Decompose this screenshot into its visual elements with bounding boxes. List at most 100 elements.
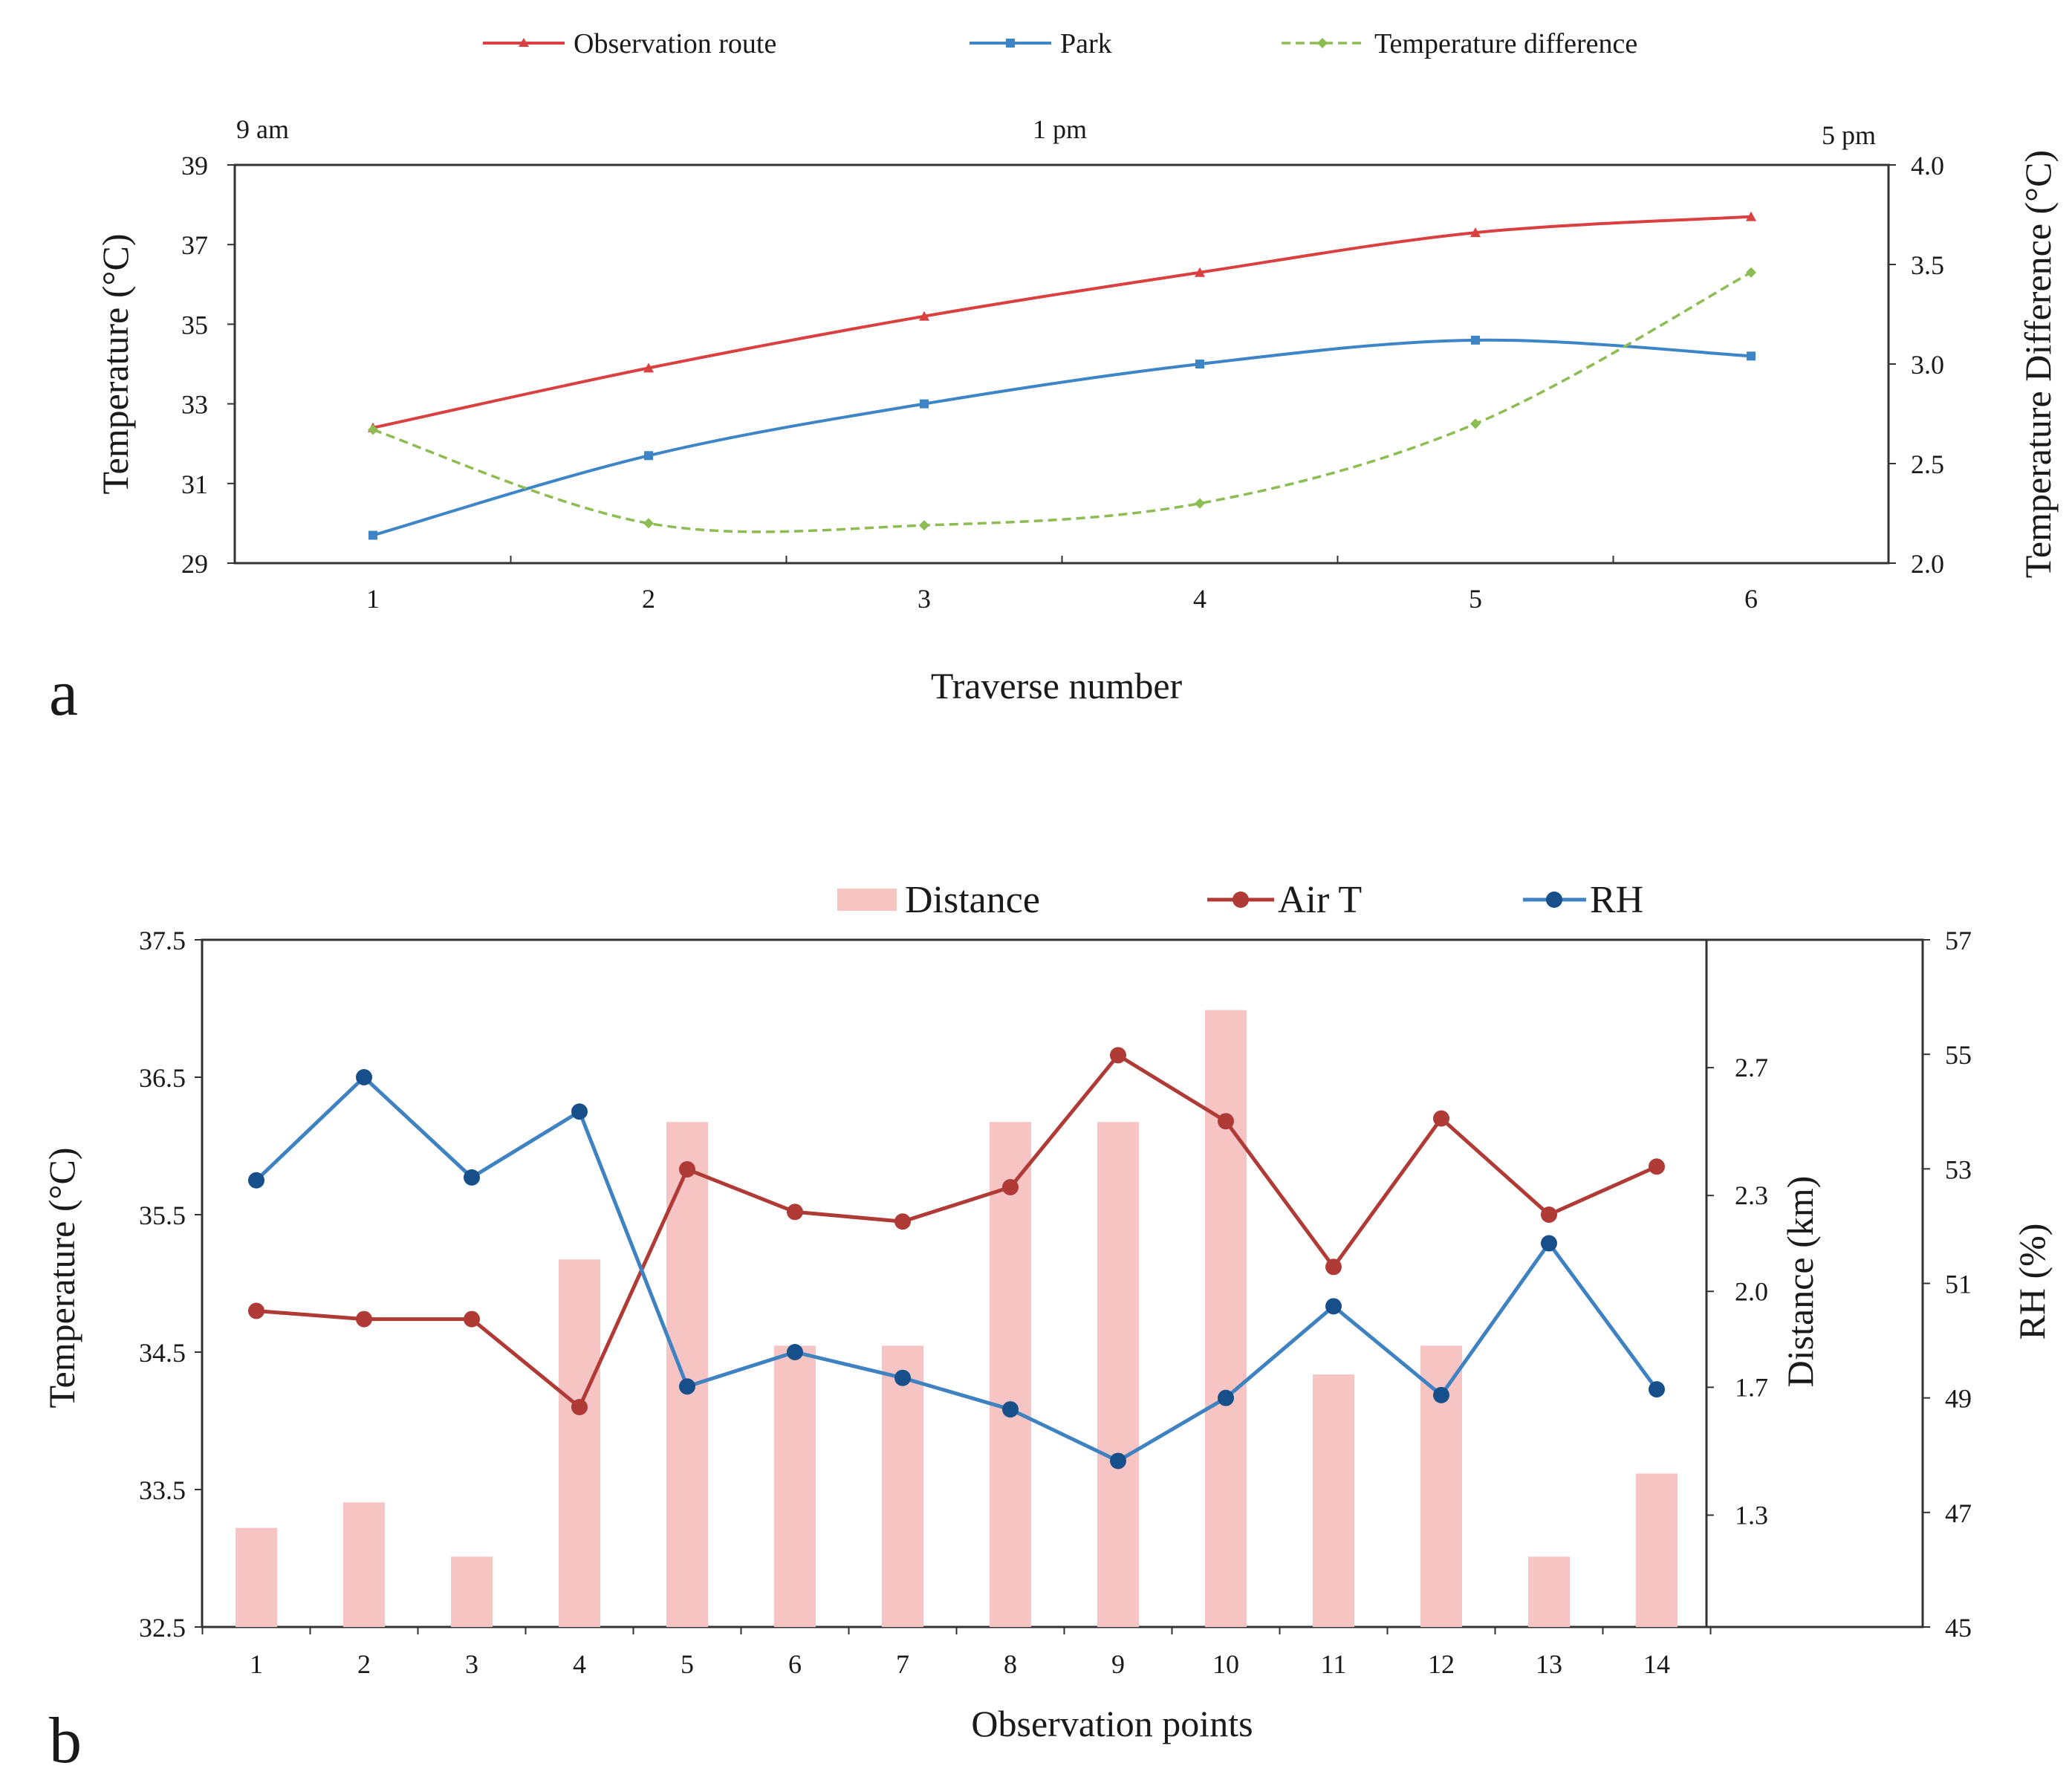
legend-item-rh: RH: [1523, 879, 1643, 921]
data-point-rh: [894, 1369, 911, 1386]
bar-distance: [1313, 1374, 1354, 1627]
data-point-rh: [571, 1103, 588, 1120]
data-point-temperature-difference: [1470, 418, 1481, 429]
y-tick-label-distance-b: 2.0: [1735, 1276, 1768, 1306]
legend-item-distance: Distance: [837, 879, 1040, 921]
x-tick-label-b: 14: [1643, 1649, 1670, 1679]
x-axis-b: 1 2 3 4 5 6 7 8 9 10 11 12 13 14: [201, 1627, 1712, 1679]
legend-item-air-t: Air T: [1207, 879, 1362, 921]
time-label-1pm: 1 pm: [1033, 114, 1087, 144]
bar-distance: [774, 1345, 816, 1627]
time-label-9am: 9 am: [236, 114, 289, 144]
bar-distance: [1205, 1010, 1247, 1627]
y-tick-label-left-b: 33.5: [139, 1475, 186, 1505]
panel-label-a: a: [49, 657, 78, 730]
y-tick-label-right-a: 2.5: [1911, 449, 1944, 479]
y-tick-label-right-a: 4.0: [1911, 151, 1944, 181]
y-axis-title-a: Temperature (°C): [94, 233, 136, 494]
data-point-rh: [1541, 1235, 1557, 1252]
legend-item-park: Park: [970, 28, 1112, 59]
x-tick-label-b: 13: [1536, 1649, 1562, 1679]
y-axis-left-a: 29 31 33 35 37 39: [181, 151, 235, 579]
y-tick-label-rh-b: 53: [1945, 1154, 1972, 1184]
data-point-temperature-difference: [1746, 267, 1756, 278]
y-tick-label-left-a: 33: [181, 390, 208, 420]
data-point-rh: [1110, 1452, 1126, 1469]
data-point-temperature-difference: [919, 520, 929, 531]
data-point-temperature-difference: [1195, 498, 1205, 509]
y-tick-label-rh-b: 49: [1945, 1384, 1972, 1414]
legend-marker-observation-route: [519, 38, 529, 47]
data-point-park: [1195, 360, 1204, 368]
data-point-observation-route: [1746, 211, 1756, 221]
data-point-air-t: [248, 1302, 264, 1319]
y-tick-label-rh-b: 47: [1945, 1498, 1972, 1528]
data-point-rh: [679, 1378, 695, 1395]
y-tick-label-left-b: 34.5: [139, 1338, 186, 1368]
data-point-air-t: [464, 1311, 480, 1328]
bar-distance: [236, 1527, 277, 1627]
y-tick-label-distance-b: 2.3: [1735, 1180, 1768, 1210]
bar-distance: [1636, 1473, 1678, 1627]
data-point-observation-route: [643, 363, 654, 373]
bar-layer-b: [236, 1010, 1678, 1627]
x-tick-label-a: 5: [1469, 584, 1482, 614]
data-point-rh: [464, 1169, 480, 1186]
x-tick-label-a: 3: [918, 584, 931, 614]
data-point-observation-route: [1195, 267, 1205, 277]
rh-axis-title-b: RH (%): [2011, 1224, 2053, 1340]
data-point-rh: [356, 1069, 372, 1085]
data-point-observation-route: [919, 311, 929, 321]
y-axis-title-b: Temperature (°C): [41, 1147, 82, 1408]
x-tick-label-a: 4: [1193, 584, 1206, 614]
data-point-park: [368, 530, 377, 540]
y-tick-label-right-a: 3.0: [1911, 350, 1944, 380]
bar-distance: [990, 1122, 1031, 1627]
data-point-air-t: [1002, 1179, 1019, 1195]
data-point-air-t: [1649, 1158, 1665, 1175]
legend-b: Distance Air T RH: [837, 879, 1643, 921]
data-point-air-t: [894, 1213, 911, 1230]
y-tick-label-left-a: 37: [181, 230, 208, 260]
x-tick-label-b: 6: [788, 1649, 802, 1679]
y-tick-label-rh-b: 57: [1945, 926, 1972, 955]
y-tick-label-rh-b: 45: [1945, 1613, 1972, 1643]
x-tick-label-b: 1: [250, 1649, 263, 1679]
x-tick-label-a: 2: [642, 584, 655, 614]
y-tick-label-left-b: 37.5: [139, 926, 186, 955]
data-point-air-t: [1218, 1113, 1234, 1130]
legend-label-park: Park: [1060, 28, 1112, 59]
series-line-air-t: [256, 1053, 1658, 1409]
data-point-rh: [1218, 1389, 1234, 1406]
y-tick-label-left-a: 29: [181, 549, 208, 579]
legend-marker-park: [1006, 39, 1015, 48]
legend-item-temperature-difference: Temperature difference: [1282, 28, 1637, 59]
time-label-5pm: 5 pm: [1822, 120, 1876, 150]
data-point-rh: [1002, 1401, 1019, 1418]
legend-label-distance: Distance: [905, 879, 1040, 921]
legend-swatch-distance: [837, 889, 897, 911]
bar-distance: [451, 1556, 493, 1627]
data-point-air-t: [679, 1160, 695, 1178]
legend-label-observation-route: Observation route: [574, 28, 776, 59]
data-point-park: [920, 399, 929, 409]
x-tick-label-b: 8: [1004, 1649, 1017, 1679]
x-tick-label-b: 9: [1111, 1649, 1125, 1679]
data-point-rh: [787, 1344, 803, 1360]
legend-a: Observation route Park Temperature diffe…: [483, 28, 1637, 59]
y-tick-label-left-a: 31: [181, 470, 208, 499]
data-point-temperature-difference: [643, 518, 654, 529]
bar-distance: [1097, 1122, 1139, 1627]
bar-distance: [882, 1345, 923, 1627]
data-point-air-t: [787, 1204, 803, 1221]
y-tick-label-left-a: 35: [181, 310, 208, 340]
plot-area-a: 29 31 33 35 37 39 2.0 2.5 3.0 3.5 4.0 1 2 3 4 5 6: [181, 151, 1944, 614]
legend-label-temperature-difference: Temperature difference: [1374, 28, 1637, 59]
y-tick-label-rh-b: 55: [1945, 1040, 1972, 1070]
time-labels-a: 9 am 1 pm 5 pm: [236, 114, 1876, 150]
bar-distance: [666, 1122, 708, 1627]
y-axis-distance-b: 1.3 1.7 2.0 2.3 2.7: [1706, 1053, 1768, 1530]
panel-a: Observation route Park Temperature diffe…: [49, 28, 2059, 730]
x-tick-label-b: 5: [681, 1649, 694, 1679]
